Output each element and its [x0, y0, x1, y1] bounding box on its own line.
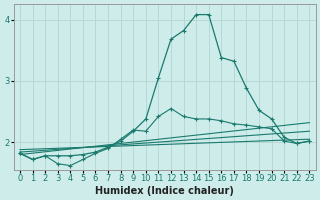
X-axis label: Humidex (Indice chaleur): Humidex (Indice chaleur) — [95, 186, 234, 196]
